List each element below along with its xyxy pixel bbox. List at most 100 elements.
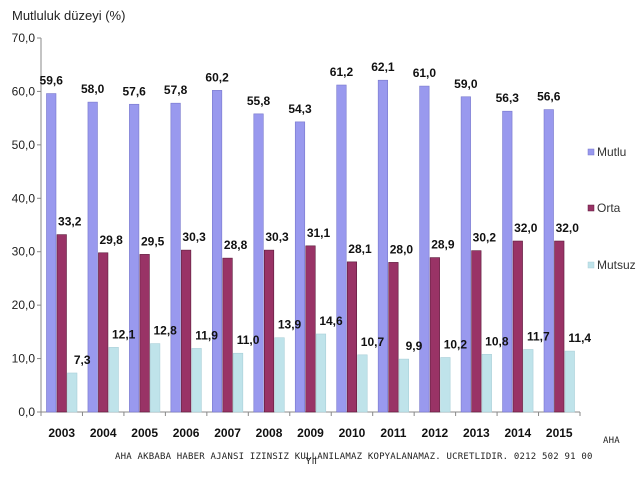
bar-mutsuz-2006 [191,348,202,413]
bar-mutsuz-2007 [233,352,244,413]
x-axis-title: Yıl [305,456,317,467]
y-tick-label: 60,0 [12,84,36,98]
legend-swatch-mutlu [587,148,595,156]
data-label: 62,1 [371,60,395,74]
data-label: 57,8 [164,83,188,97]
bar-mutsuz-2004 [108,347,119,413]
bar-orta-2014 [512,240,523,413]
watermark-text: AHA AKBABA HABER AJANSI IZINSIZ KULLANIL… [115,452,593,462]
data-labels: 59,6 58,0 57,6 57,8 60,2 55,8 54,3 61,2 62,1 61,0… [40,60,592,367]
data-label: 12,1 [112,327,136,341]
bar-mutlu-2008 [253,113,264,413]
data-label: 13,9 [278,318,302,332]
data-label: 33,2 [58,215,82,229]
bar-mutsuz-2009 [315,333,327,413]
data-label: 31,1 [307,226,331,240]
data-label: 11,7 [527,329,550,343]
data-label: 10,8 [485,334,509,348]
data-label: 14,6 [319,314,343,328]
x-tick-label: 2013 [463,426,490,440]
y-tick-label: 0,0 [18,405,35,419]
bar-mutlu-2007 [212,90,223,413]
legend-label-mutlu: Mutlu [597,145,626,159]
bar-orta-2008 [263,249,275,413]
bar-mutlu-2012 [419,85,430,413]
bar-mutsuz-2005 [150,343,161,413]
y-tick-label: 20,0 [12,298,36,312]
bar-mutlu-2005 [129,103,140,413]
x-tick-label: 2008 [256,426,283,440]
x-tick-label: 2011 [380,426,406,440]
bar-mutlu-2014 [502,110,513,413]
bar-mutsuz-2008 [274,337,285,413]
data-label: 9,9 [406,339,423,353]
bar-mutsuz-2011 [398,358,409,413]
x-tick-label: 2014 [504,426,531,440]
data-label: 59,0 [454,77,478,91]
data-label: 60,2 [205,70,229,84]
bar-mutlu-2013 [460,96,471,413]
x-axis: 2003 2004 2005 2006 2007 2008 2009 2010 2011 2012… [40,411,581,440]
data-label: 54,3 [288,102,312,116]
data-label: 30,3 [265,230,289,244]
data-label: 7,3 [74,353,91,367]
data-label: 11,9 [195,328,218,342]
data-label: 30,2 [473,231,497,245]
bar-mutsuz-2013 [481,353,492,413]
data-label: 32,0 [556,221,580,235]
bar-orta-2007 [222,257,233,413]
data-label: 61,2 [330,65,354,79]
y-axis-title: Mutluluk düzeyi (%) [12,8,125,23]
legend-swatch-orta [587,204,595,212]
y-tick-label: 50,0 [12,138,36,152]
bar-orta-2011 [388,262,399,413]
bar-mutsuz-2015 [564,350,575,413]
bar-orta-2009 [305,245,316,413]
y-tick-label: 30,0 [12,245,36,259]
data-label: 29,8 [100,233,124,247]
data-label: 30,3 [182,230,206,244]
x-tick-label: 2012 [422,426,449,440]
data-label: 10,7 [361,335,385,349]
data-label: 29,5 [141,234,165,248]
bar-mutsuz-2010 [357,354,368,413]
bar-mutlu-2006 [170,102,181,413]
bars [46,79,575,413]
data-label: 56,3 [496,91,520,105]
data-label: 58,0 [81,82,105,96]
bar-mutlu-2011 [377,79,388,413]
data-label: 59,6 [40,74,64,88]
y-tick-label: 70,0 [12,31,36,45]
x-tick-label: 2015 [546,426,573,440]
y-axis: 0,0 10,0 20,0 30,0 40,0 50,0 60,0 70,0 [12,31,42,419]
x-tick-label: 2005 [131,426,158,440]
data-label: 61,0 [413,66,437,80]
y-tick-label: 10,0 [12,352,36,366]
data-label: 28,8 [224,238,248,252]
data-label: 11,4 [568,331,591,345]
bar-orta-2004 [98,252,109,413]
data-label: 57,6 [122,84,146,98]
bar-orta-2013 [471,250,482,413]
bar-mutlu-2004 [87,101,98,413]
bar-mutsuz-2003 [67,372,78,413]
bar-orta-2006 [181,249,192,413]
x-tick-label: 2010 [339,426,366,440]
legend-label-mutsuz: Mutsuz [597,258,636,272]
bar-mutlu-2003 [46,93,57,413]
legend: Mutlu Orta Mutsuz [587,145,636,272]
data-label: 10,2 [444,338,468,352]
legend-label-orta: Orta [597,201,621,215]
x-tick-label: 2009 [297,426,324,440]
data-label: 56,6 [537,90,561,104]
x-tick-label: 2004 [90,426,117,440]
x-tick-label: 2006 [173,426,200,440]
bar-mutlu-2010 [336,84,347,413]
data-label: 11,0 [237,333,260,347]
x-tick-label: 2003 [48,426,75,440]
data-label: 28,9 [431,238,455,252]
bar-orta-2005 [139,254,150,413]
legend-swatch-mutsuz [587,261,595,269]
bar-orta-2003 [56,234,67,413]
